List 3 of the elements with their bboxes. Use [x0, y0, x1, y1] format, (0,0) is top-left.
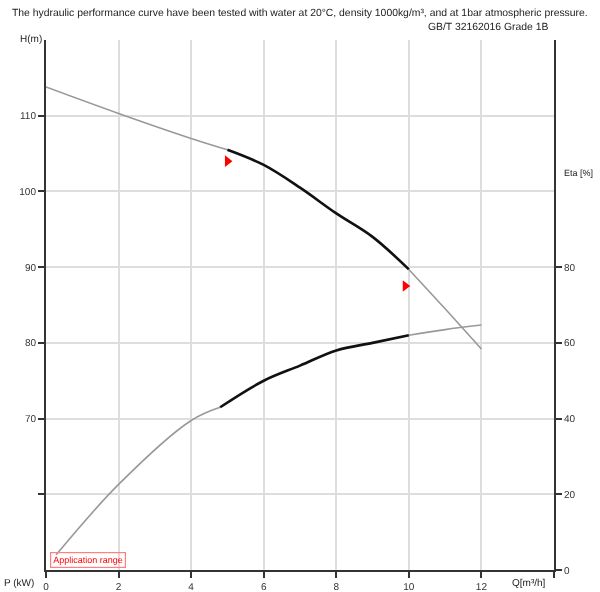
line-series [46, 86, 229, 151]
line-series [226, 148, 411, 271]
line-series [218, 333, 411, 409]
